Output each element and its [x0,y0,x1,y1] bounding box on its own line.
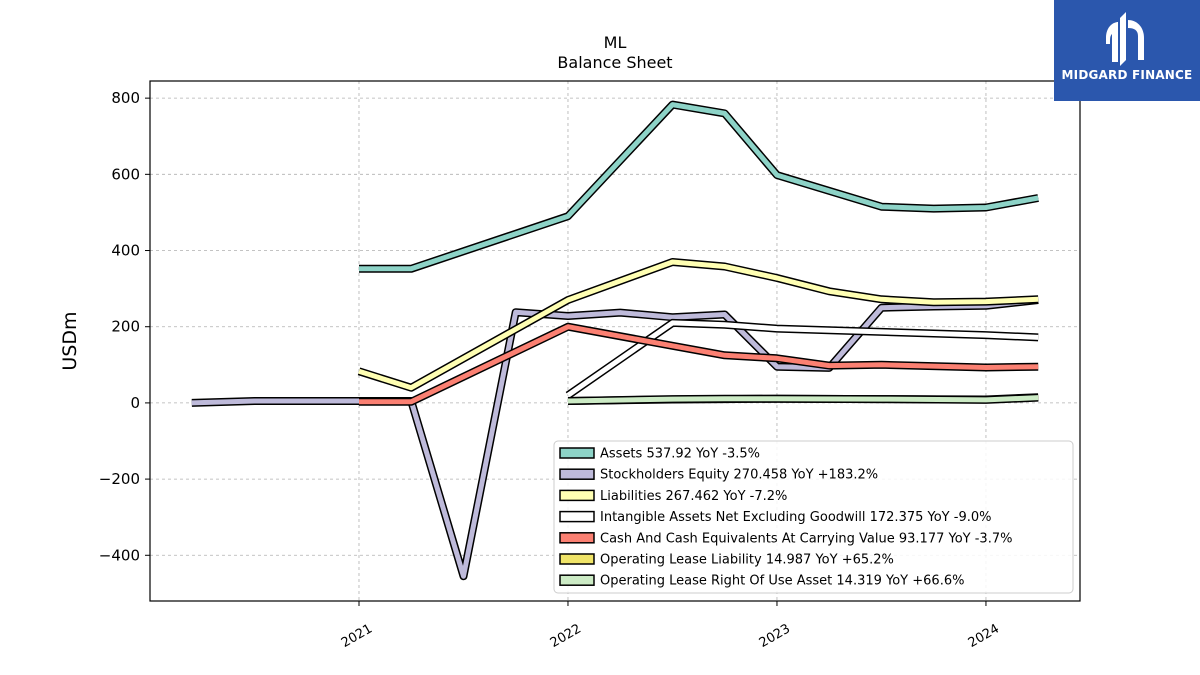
legend-entry: Cash And Cash Equivalents At Carrying Va… [600,531,1012,546]
midgard-finance-logo: MIDGARD FINANCE [1054,0,1200,101]
series-line-6 [567,393,1039,405]
plot-frame [149,80,1081,602]
y-tick-label: 0 [130,394,140,412]
series-stroke [566,320,1039,398]
legend-entry: Operating Lease Liability 14.987 YoY +65… [600,553,894,568]
x-tick-label: 2023 [757,621,793,651]
series-line-3 [565,318,1039,399]
series-lines [191,100,1039,581]
legend: Assets 537.92 YoY -3.5% Stockholders Equi… [553,440,1074,594]
series-outline [359,100,1039,273]
series-line-4 [359,322,1039,406]
legend-swatch [559,553,595,565]
legend-swatch [559,532,595,544]
legend-entry: Stockholders Equity 270.458 YoY +183.2% [600,468,878,483]
legend-entry: Intangible Assets Net Excluding Goodwill… [600,510,991,525]
series-line-0 [359,100,1039,273]
legend-entry: Liabilities 267.462 YoY -7.2% [600,489,787,504]
legend-entry: Operating Lease Right Of Use Asset 14.31… [600,574,964,589]
midgard-logo-icon [1106,12,1144,66]
y-tick-label: −400 [99,546,140,564]
y-axis-label: USDm [59,311,81,370]
series-stroke [567,395,1039,404]
legend-entry: Assets 537.92 YoY -3.5% [600,447,760,462]
legend-box [553,440,1074,594]
x-tick-label: 2021 [339,621,375,651]
chart-title: ML [604,33,627,52]
y-tick-label: −200 [99,470,140,488]
legend-swatch [559,468,595,480]
y-tick-label: 800 [111,89,140,107]
legend-swatch [559,489,595,502]
x-tick-label: 2024 [966,621,1002,651]
chart-subtitle: Balance Sheet [557,53,672,72]
series-stroke [359,102,1039,272]
y-tick-label: 400 [111,242,140,260]
series-stroke [358,259,1039,391]
series-stroke [359,324,1039,405]
series-line-2 [357,258,1039,392]
legend-swatch [559,510,595,523]
legend-swatch [559,574,595,586]
x-tick-label: 2022 [548,621,584,651]
legend-swatch [559,447,595,459]
y-tick-label: 600 [111,165,140,183]
logo-text: MIDGARD FINANCE [1061,68,1193,82]
y-tick-label: 200 [111,318,140,336]
